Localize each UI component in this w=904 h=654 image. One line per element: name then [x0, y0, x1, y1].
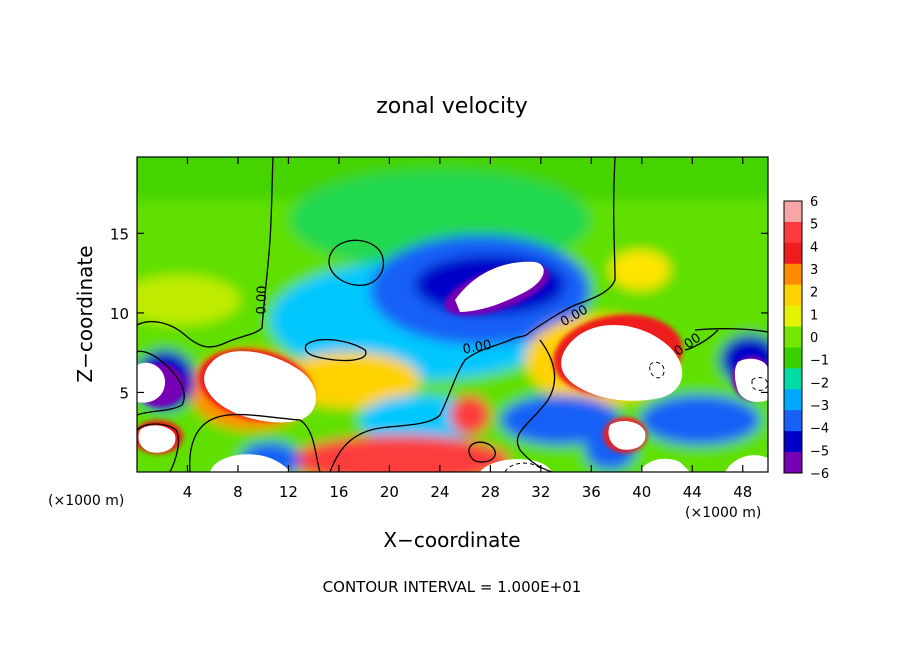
colorbar-tick-label: 1: [810, 308, 818, 323]
colorbar-tick-label: 4: [810, 240, 818, 255]
y-axis-label: Z−coordinate: [73, 245, 97, 382]
x-tick-label: 24: [430, 483, 449, 501]
colorbar-frame: [783, 200, 803, 474]
colorbar-tick-label: 5: [810, 218, 818, 233]
colorbar-swatch: [784, 410, 802, 432]
colorbar-tick-label: −1: [810, 354, 829, 369]
colorbar-swatch: [784, 452, 802, 474]
y-tick-label: 10: [110, 305, 129, 323]
chart-title: zonal velocity: [376, 94, 528, 119]
colorbar-tick-label: 2: [810, 286, 818, 301]
x-tick-label: 40: [632, 483, 651, 501]
x-unit-left: (×1000 m): [48, 493, 124, 509]
x-tick-label: 12: [279, 483, 298, 501]
colorbar-tick-label: −5: [810, 444, 829, 459]
x-tick-label: 44: [683, 483, 702, 501]
colorbar-tick-label: −4: [810, 422, 829, 437]
x-tick-label: 48: [733, 483, 752, 501]
x-tick-label: 4: [183, 483, 193, 501]
x-tick-label: 8: [233, 483, 243, 501]
colorbar-tick-label: −6: [810, 467, 829, 482]
x-tick-label: 36: [582, 483, 601, 501]
colorbar-swatch: [784, 347, 802, 369]
colorbar: 6 5 4 3 2 1 0 −1 −2 −3 −4 −5 −6: [783, 195, 829, 482]
contour-interval-note: CONTOUR INTERVAL = 1.000E+01: [323, 578, 582, 596]
x-tick-label: 20: [380, 483, 399, 501]
colorbar-tick-label: 0: [810, 331, 818, 346]
contour-label: 0.00: [462, 338, 493, 358]
colorbar-swatch: [784, 368, 802, 390]
colorbar-swatch: [784, 389, 802, 411]
colorbar-swatch: [784, 221, 802, 244]
colorbar-tick-label: −2: [810, 376, 829, 391]
x-axis-label: X−coordinate: [383, 528, 520, 552]
colorbar-swatch: [784, 263, 802, 286]
colorbar-swatch: [784, 201, 802, 223]
velocity-field: [137, 157, 768, 472]
colorbar-swatch: [784, 284, 802, 307]
y-tick-label: 15: [110, 225, 129, 243]
colorbar-tick-label: −3: [810, 399, 829, 414]
x-axis: 4 8 12 16 20 24 28 32 36 40 44 48: [183, 157, 752, 501]
colorbar-tick-label: 3: [810, 263, 818, 278]
y-tick-label: 5: [119, 384, 129, 402]
colorbar-swatch: [784, 305, 802, 328]
colorbar-swatch: [784, 326, 802, 348]
colorbar-swatch: [784, 431, 802, 453]
plot-frame: [136, 156, 769, 473]
x-tick-label: 16: [329, 483, 348, 501]
x-unit-right: (×1000 m): [685, 505, 761, 521]
x-tick-label: 28: [481, 483, 500, 501]
colorbar-tick-label: 6: [810, 195, 818, 210]
contour-label: 0.00: [254, 285, 270, 314]
y-axis: 5 10 15: [110, 225, 768, 402]
x-tick-label: 32: [531, 483, 550, 501]
colorbar-swatch: [784, 242, 802, 265]
